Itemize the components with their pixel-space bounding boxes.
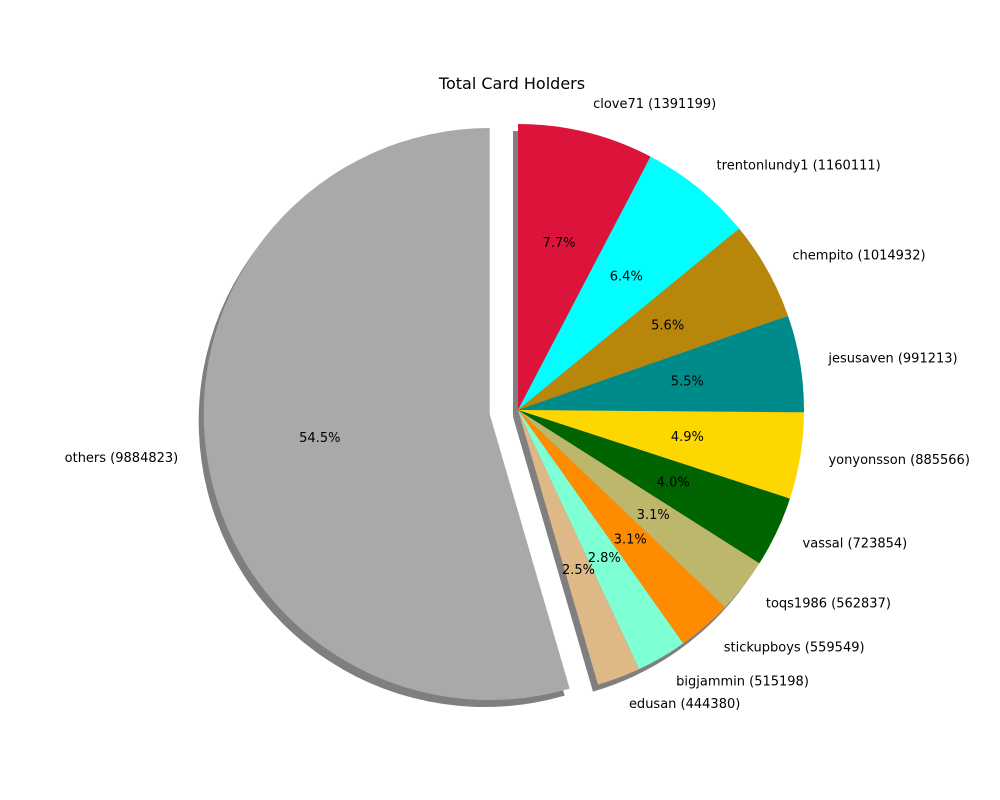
slice-pct-stickupboys: 3.1% bbox=[614, 532, 647, 547]
slice-pct-vassal: 4.0% bbox=[657, 476, 690, 491]
slice-label-chempito: chempito (1014932) bbox=[792, 249, 925, 264]
slice-yonyonsson bbox=[518, 410, 804, 499]
slice-pct-others: 54.5% bbox=[299, 431, 340, 446]
slice-label-jesusaven: jesusaven (991213) bbox=[827, 351, 957, 366]
slice-label-clove71: clove71 (1391199) bbox=[593, 97, 716, 112]
slice-clove71 bbox=[518, 124, 651, 410]
slice-label-others: others (9884823) bbox=[65, 451, 179, 466]
slice-label-trentonlundy1: trentonlundy1 (1160111) bbox=[717, 158, 881, 173]
slice-trentonlundy1 bbox=[518, 156, 740, 410]
slice-jesusaven bbox=[518, 315, 804, 413]
slice-label-stickupboys: stickupboys (559549) bbox=[724, 640, 865, 655]
slice-layer bbox=[203, 124, 804, 701]
slice-pct-bigjammin: 2.8% bbox=[588, 551, 621, 566]
slice-label-edusan: edusan (444380) bbox=[629, 697, 740, 712]
slice-pct-toqs1986: 3.1% bbox=[637, 508, 670, 523]
slice-toqs1986 bbox=[518, 410, 760, 608]
slice-label-toqs1986: toqs1986 (562837) bbox=[766, 596, 891, 611]
chart-title: Total Card Holders bbox=[438, 74, 585, 93]
slice-pct-jesusaven: 5.5% bbox=[671, 375, 704, 390]
slice-chempito bbox=[518, 228, 789, 410]
slice-edusan bbox=[518, 410, 640, 685]
slice-stickupboys bbox=[518, 410, 726, 644]
slice-label-yonyonsson: yonyonsson (885566) bbox=[828, 453, 969, 468]
slice-label-vassal: vassal (723854) bbox=[803, 537, 908, 552]
slice-pct-edusan: 2.5% bbox=[562, 563, 595, 578]
slice-bigjammin bbox=[518, 410, 684, 670]
slice-pct-clove71: 7.7% bbox=[542, 236, 575, 251]
slice-pct-yonyonsson: 4.9% bbox=[671, 430, 704, 445]
slice-label-bigjammin: bigjammin (515198) bbox=[676, 674, 809, 689]
label-layer: clove71 (1391199) 7.7% trentonlundy1 (1160… bbox=[65, 97, 970, 712]
slice-vassal bbox=[518, 410, 790, 564]
slice-pct-chempito: 5.6% bbox=[651, 319, 684, 334]
slice-pct-trentonlundy1: 6.4% bbox=[610, 269, 643, 284]
slice-others bbox=[203, 128, 570, 701]
